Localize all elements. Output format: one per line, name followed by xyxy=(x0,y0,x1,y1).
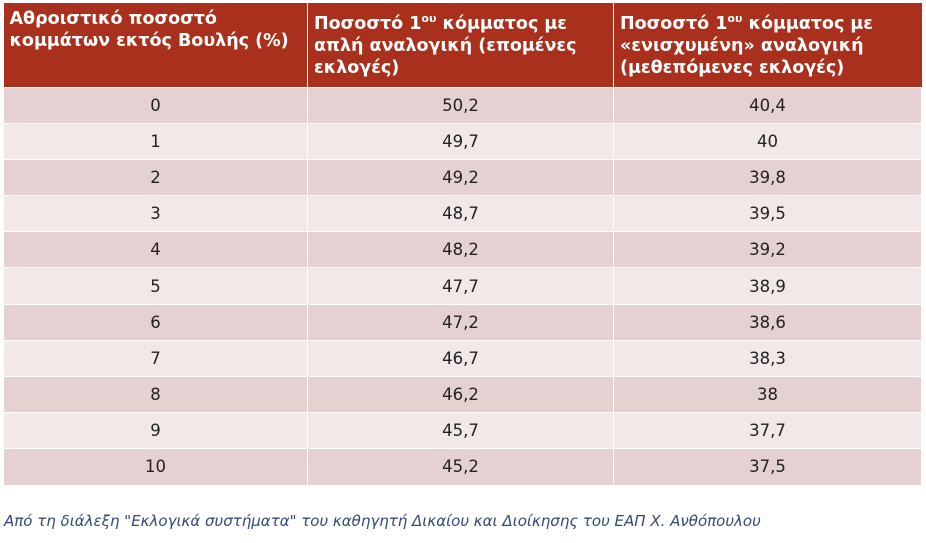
table-cell: 47,2 xyxy=(307,303,614,341)
table-cell: 39,2 xyxy=(613,231,922,269)
table-cell: 48,7 xyxy=(307,195,614,233)
table-row: 1 49,7 40 xyxy=(3,122,922,160)
table-row: 4 48,2 39,2 xyxy=(3,231,922,269)
table-cell: 2 xyxy=(3,158,308,197)
table-row: 2 49,2 39,8 xyxy=(3,158,922,197)
header-text-rest: κόμματος με απλή αναλογική (επομένες εκλ… xyxy=(314,13,577,78)
header-cell-party-share: Αθροιστικό ποσοστό κομμάτων εκτός Βουλής… xyxy=(3,3,308,87)
table-cell: 40,4 xyxy=(613,86,922,124)
table-row: 5 47,7 38,9 xyxy=(3,267,922,305)
header-cell-simple-proportional: Ποσοστό 1ου κόμματος με απλή αναλογική (… xyxy=(307,3,614,87)
table-cell: 8 xyxy=(3,375,308,414)
source-caption: Από τη διάλεξη "Εκλογικά συστήματα" του … xyxy=(4,512,761,530)
table-cell: 0 xyxy=(3,86,308,124)
table-cell: 48,2 xyxy=(307,231,614,269)
table-cell: 49,2 xyxy=(307,158,614,197)
table-cell: 10 xyxy=(3,448,308,486)
table-cell: 50,2 xyxy=(307,86,614,124)
table-body: 0 50,2 40,4 1 49,7 40 2 49,2 39,8 3 48,7 39,5 4 48,2 3… xyxy=(3,86,922,486)
table-cell: 45,2 xyxy=(307,448,614,486)
table-row: 3 48,7 39,5 xyxy=(3,195,922,233)
table-cell: 38,9 xyxy=(613,267,922,305)
header-text: Αθροιστικό ποσοστό κομμάτων εκτός Βουλής… xyxy=(9,9,289,51)
table-cell: 38 xyxy=(613,375,922,414)
table-cell: 40 xyxy=(613,122,922,160)
table-row: 8 46,2 38 xyxy=(3,375,922,414)
header-cell-reinforced-proportional: Ποσοστό 1ου κόμματος με «ενισχυμένη» ανα… xyxy=(613,3,922,87)
table-row: 10 45,2 37,5 xyxy=(3,448,922,486)
table-cell: 39,5 xyxy=(613,195,922,233)
header-text: Ποσοστό 1 xyxy=(314,13,422,34)
table-cell: 3 xyxy=(3,195,308,233)
table-cell: 6 xyxy=(3,303,308,341)
table-cell: 47,7 xyxy=(307,267,614,305)
table-cell: 5 xyxy=(3,267,308,305)
table-cell: 45,7 xyxy=(307,412,614,450)
table-cell: 38,6 xyxy=(613,303,922,341)
table-row: 9 45,7 37,7 xyxy=(3,412,922,450)
table-cell: 4 xyxy=(3,231,308,269)
header-text: Ποσοστό 1 xyxy=(620,13,728,34)
header-superscript: ου xyxy=(421,12,437,25)
table-cell: 9 xyxy=(3,412,308,450)
results-table: Αθροιστικό ποσοστό κομμάτων εκτός Βουλής… xyxy=(3,3,922,486)
table-cell: 46,7 xyxy=(307,339,614,378)
table-cell: 37,7 xyxy=(613,412,922,450)
table-row: 7 46,7 38,3 xyxy=(3,339,922,378)
table-row: 6 47,2 38,6 xyxy=(3,303,922,341)
table-cell: 1 xyxy=(3,122,308,160)
table-cell: 38,3 xyxy=(613,339,922,378)
table-cell: 7 xyxy=(3,339,308,378)
header-text-rest: κόμματος με «ενισχυμένη» αναλογική (μεθε… xyxy=(620,13,874,78)
header-superscript: ου xyxy=(727,12,743,25)
table-cell: 46,2 xyxy=(307,375,614,414)
table-cell: 49,7 xyxy=(307,122,614,160)
table-row: 0 50,2 40,4 xyxy=(3,86,922,124)
header-row: Αθροιστικό ποσοστό κομμάτων εκτός Βουλής… xyxy=(3,3,922,87)
table-cell: 37,5 xyxy=(613,448,922,486)
table-cell: 39,8 xyxy=(613,158,922,197)
